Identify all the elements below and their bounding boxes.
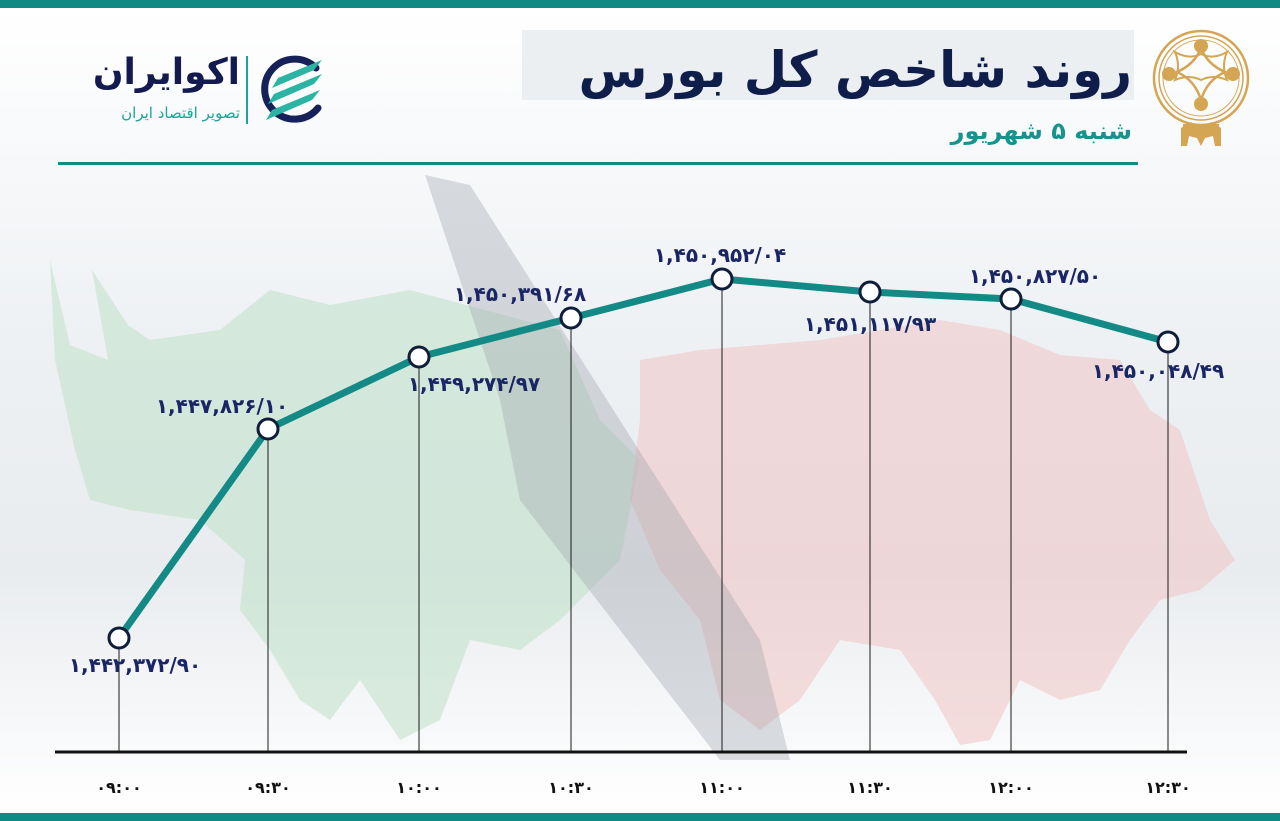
bear-silhouette-icon — [630, 320, 1235, 745]
title-panel — [522, 30, 1134, 100]
data-value-label: ۱,۴۵۰,۹۵۲/۰۴ — [654, 243, 786, 267]
trend-arrow-shape — [425, 175, 790, 760]
ecoiran-logo-icon — [261, 55, 322, 123]
brand-tagline: تصویر اقتصاد ایران — [121, 104, 240, 122]
data-point-marker — [1156, 330, 1180, 354]
x-tick-label: ۱۱:۳۰ — [847, 778, 892, 797]
data-point-marker — [999, 287, 1023, 311]
x-tick-label: ۱۰:۰۰ — [396, 778, 441, 797]
data-value-label: ۱,۴۵۰,۳۹۱/۶۸ — [454, 282, 586, 306]
tehran-stock-exchange-emblem-icon — [1152, 29, 1250, 146]
header-divider — [58, 162, 1138, 165]
data-point-markers — [107, 267, 1180, 650]
top-accent-bar — [0, 0, 1280, 8]
data-point-marker — [710, 267, 734, 291]
x-tick-label: ۱۱:۰۰ — [699, 778, 744, 797]
data-value-label: ۱,۴۵۰,۸۲۷/۵۰ — [969, 264, 1101, 288]
brand-name: اکوایران — [92, 52, 240, 93]
data-point-marker — [256, 417, 280, 441]
data-value-label: ۱,۴۵۰,۰۴۸/۴۹ — [1092, 359, 1224, 383]
data-value-label: ۱,۴۴۹,۲۷۴/۹۷ — [408, 372, 540, 396]
data-value-label: ۱,۴۴۲,۳۷۲/۹۰ — [69, 653, 201, 677]
data-value-label: ۱,۴۵۱,۱۱۷/۹۳ — [804, 312, 936, 336]
data-point-marker — [107, 626, 131, 650]
x-tick-label: ۱۲:۰۰ — [988, 778, 1033, 797]
date-subtitle: شنبه ۵ شهریور — [950, 117, 1132, 145]
x-tick-label: ۰۹:۳۰ — [245, 778, 290, 797]
data-point-marker — [559, 306, 583, 330]
bull-silhouette-icon — [50, 260, 640, 740]
index-series-line — [115, 275, 1172, 642]
x-axis-tick-labels: ۰۹:۰۰ ۰۹:۳۰ ۱۰:۰۰ ۱۰:۳۰ ۱۱:۰۰ ۱۱:۳۰ ۱۲:۰۰ ۱۲:۳۰ — [96, 778, 1190, 797]
data-value-label: ۱,۴۴۷,۸۲۶/۱۰ — [156, 394, 288, 418]
page-title: روند شاخص کل بورس — [578, 41, 1132, 99]
data-point-marker — [858, 280, 882, 304]
bottom-accent-bar — [0, 813, 1280, 821]
drop-lines — [118, 289, 1169, 752]
data-labels: ۱,۴۴۲,۳۷۲/۹۰ ۱,۴۴۷,۸۲۶/۱۰ ۱,۴۴۹,۲۷۴/۹۷ ۱,۴۵… — [69, 243, 1224, 677]
data-point-marker — [407, 345, 431, 369]
brand-logo: اکوایران تصویر اقتصاد ایران — [60, 50, 335, 130]
x-tick-label: ۱۰:۳۰ — [548, 778, 593, 797]
x-tick-label: ۱۲:۳۰ — [1145, 778, 1190, 797]
logo-separator — [246, 56, 248, 124]
x-tick-label: ۰۹:۰۰ — [96, 778, 141, 797]
